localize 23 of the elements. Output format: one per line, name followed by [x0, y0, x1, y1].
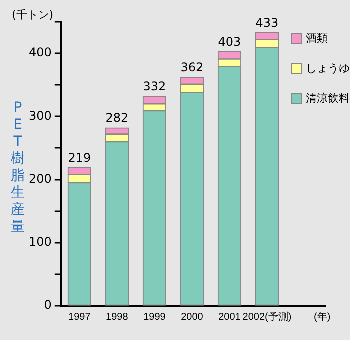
legend-label: 酒類	[306, 32, 328, 45]
total-label: 332	[143, 80, 166, 94]
legend-label: 清涼飲料	[306, 92, 350, 105]
x-tick-label: 2002(予測)	[242, 310, 292, 323]
total-label: 219	[68, 150, 92, 165]
x-axis-title: (年)	[314, 310, 331, 323]
total-label: 403	[218, 34, 242, 49]
y-tick-label: 200	[29, 172, 52, 186]
y-tick-label: 100	[29, 235, 52, 250]
x-tick-label: 1997	[68, 312, 92, 323]
total-label: 362	[180, 60, 204, 75]
y-tick-label: 300	[29, 108, 52, 123]
x-tick-label: 1999	[144, 312, 166, 323]
total-label: 433	[256, 16, 279, 30]
x-tick-label: 2001	[218, 312, 242, 323]
x-tick-label: 2000	[181, 312, 204, 323]
total-label: 282	[106, 111, 129, 126]
y-axis-title: PET樹脂生産量	[10, 100, 26, 236]
y-tick-label: 0	[44, 298, 52, 312]
legend-label: しょうゆ	[306, 62, 350, 75]
text: (千トン)	[12, 8, 54, 22]
x-tick-label: 1998	[106, 312, 129, 323]
y-tick-label: 400	[29, 46, 52, 60]
